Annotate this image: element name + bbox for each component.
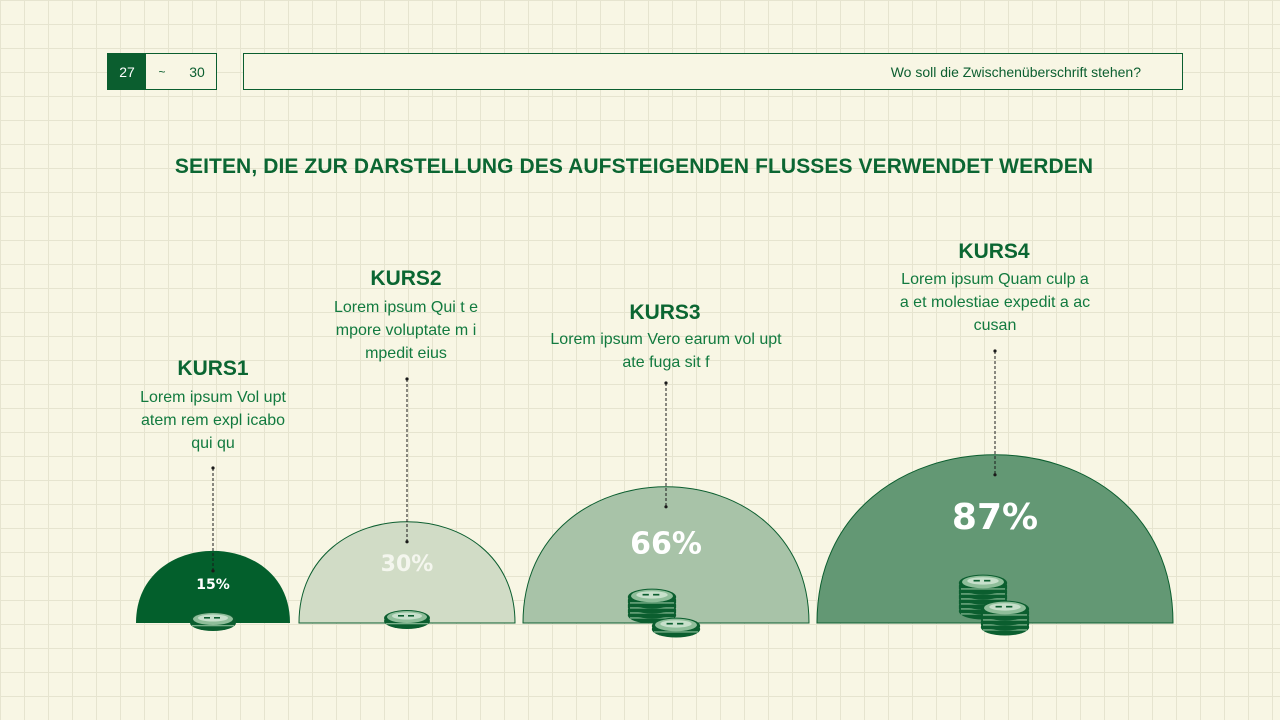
course-3-title: KURS3	[629, 301, 701, 324]
page-title: SEITEN, DIE ZUR DARSTELLUNG DES AUFSTEIG…	[174, 155, 1094, 178]
coin-icon	[651, 617, 701, 638]
course-2-title: KURS2	[370, 267, 442, 290]
course-2-percent-label: 30%	[381, 552, 434, 577]
page-range-separator: ~	[158, 64, 166, 79]
course-4-connector-bottom-dot	[993, 473, 997, 477]
course-1-title: KURS1	[177, 357, 249, 380]
subheading-box: Wo soll die Zwischenüberschrift stehen?	[243, 53, 1183, 90]
coin-icon	[980, 600, 1030, 621]
current-page-number[interactable]: 27	[108, 54, 146, 89]
course-3-description: Lorem ipsum Vero earum vol uptate fuga s…	[550, 331, 782, 371]
course-1-percent-label: 15%	[196, 577, 230, 593]
course-4-arc	[816, 454, 1174, 624]
course-2-description: Lorem ipsum Qui t empore voluptate m imp…	[333, 299, 479, 362]
coin-icon	[190, 612, 236, 631]
subheading-text: Wo soll die Zwischenüberschrift stehen?	[890, 63, 1141, 80]
page-navigation: 27 ~ 30	[107, 53, 217, 90]
course-1-arc	[136, 550, 290, 623]
coin-icon	[627, 588, 677, 609]
course-4-description: Lorem ipsum Quam culp a a et molestiae e…	[899, 271, 1091, 334]
single-coin-icon	[384, 610, 430, 629]
coin-icon	[958, 574, 1008, 595]
course-2-connector-bottom-dot	[405, 540, 409, 544]
course-1-connector-bottom-dot	[211, 569, 215, 573]
course-4-percent-label: 87%	[952, 497, 1038, 538]
course-3-connector-top-dot	[664, 381, 668, 385]
course-1-connector-top-dot	[211, 466, 215, 470]
course-4-connector-top-dot	[993, 349, 997, 353]
single-coin-icon	[190, 612, 236, 631]
course-4-title: KURS4	[958, 240, 1030, 263]
course-3-percent-label: 66%	[630, 527, 702, 562]
course-3-connector-bottom-dot	[664, 505, 668, 509]
course-2-connector-top-dot	[405, 377, 409, 381]
coin-icon	[384, 610, 430, 629]
course-2-arc	[298, 521, 516, 624]
total-page-number[interactable]: 30	[189, 63, 205, 80]
course-1-description: Lorem ipsum Vol uptatem rem expl icabo q…	[140, 389, 286, 452]
course-3-arc	[522, 486, 810, 624]
